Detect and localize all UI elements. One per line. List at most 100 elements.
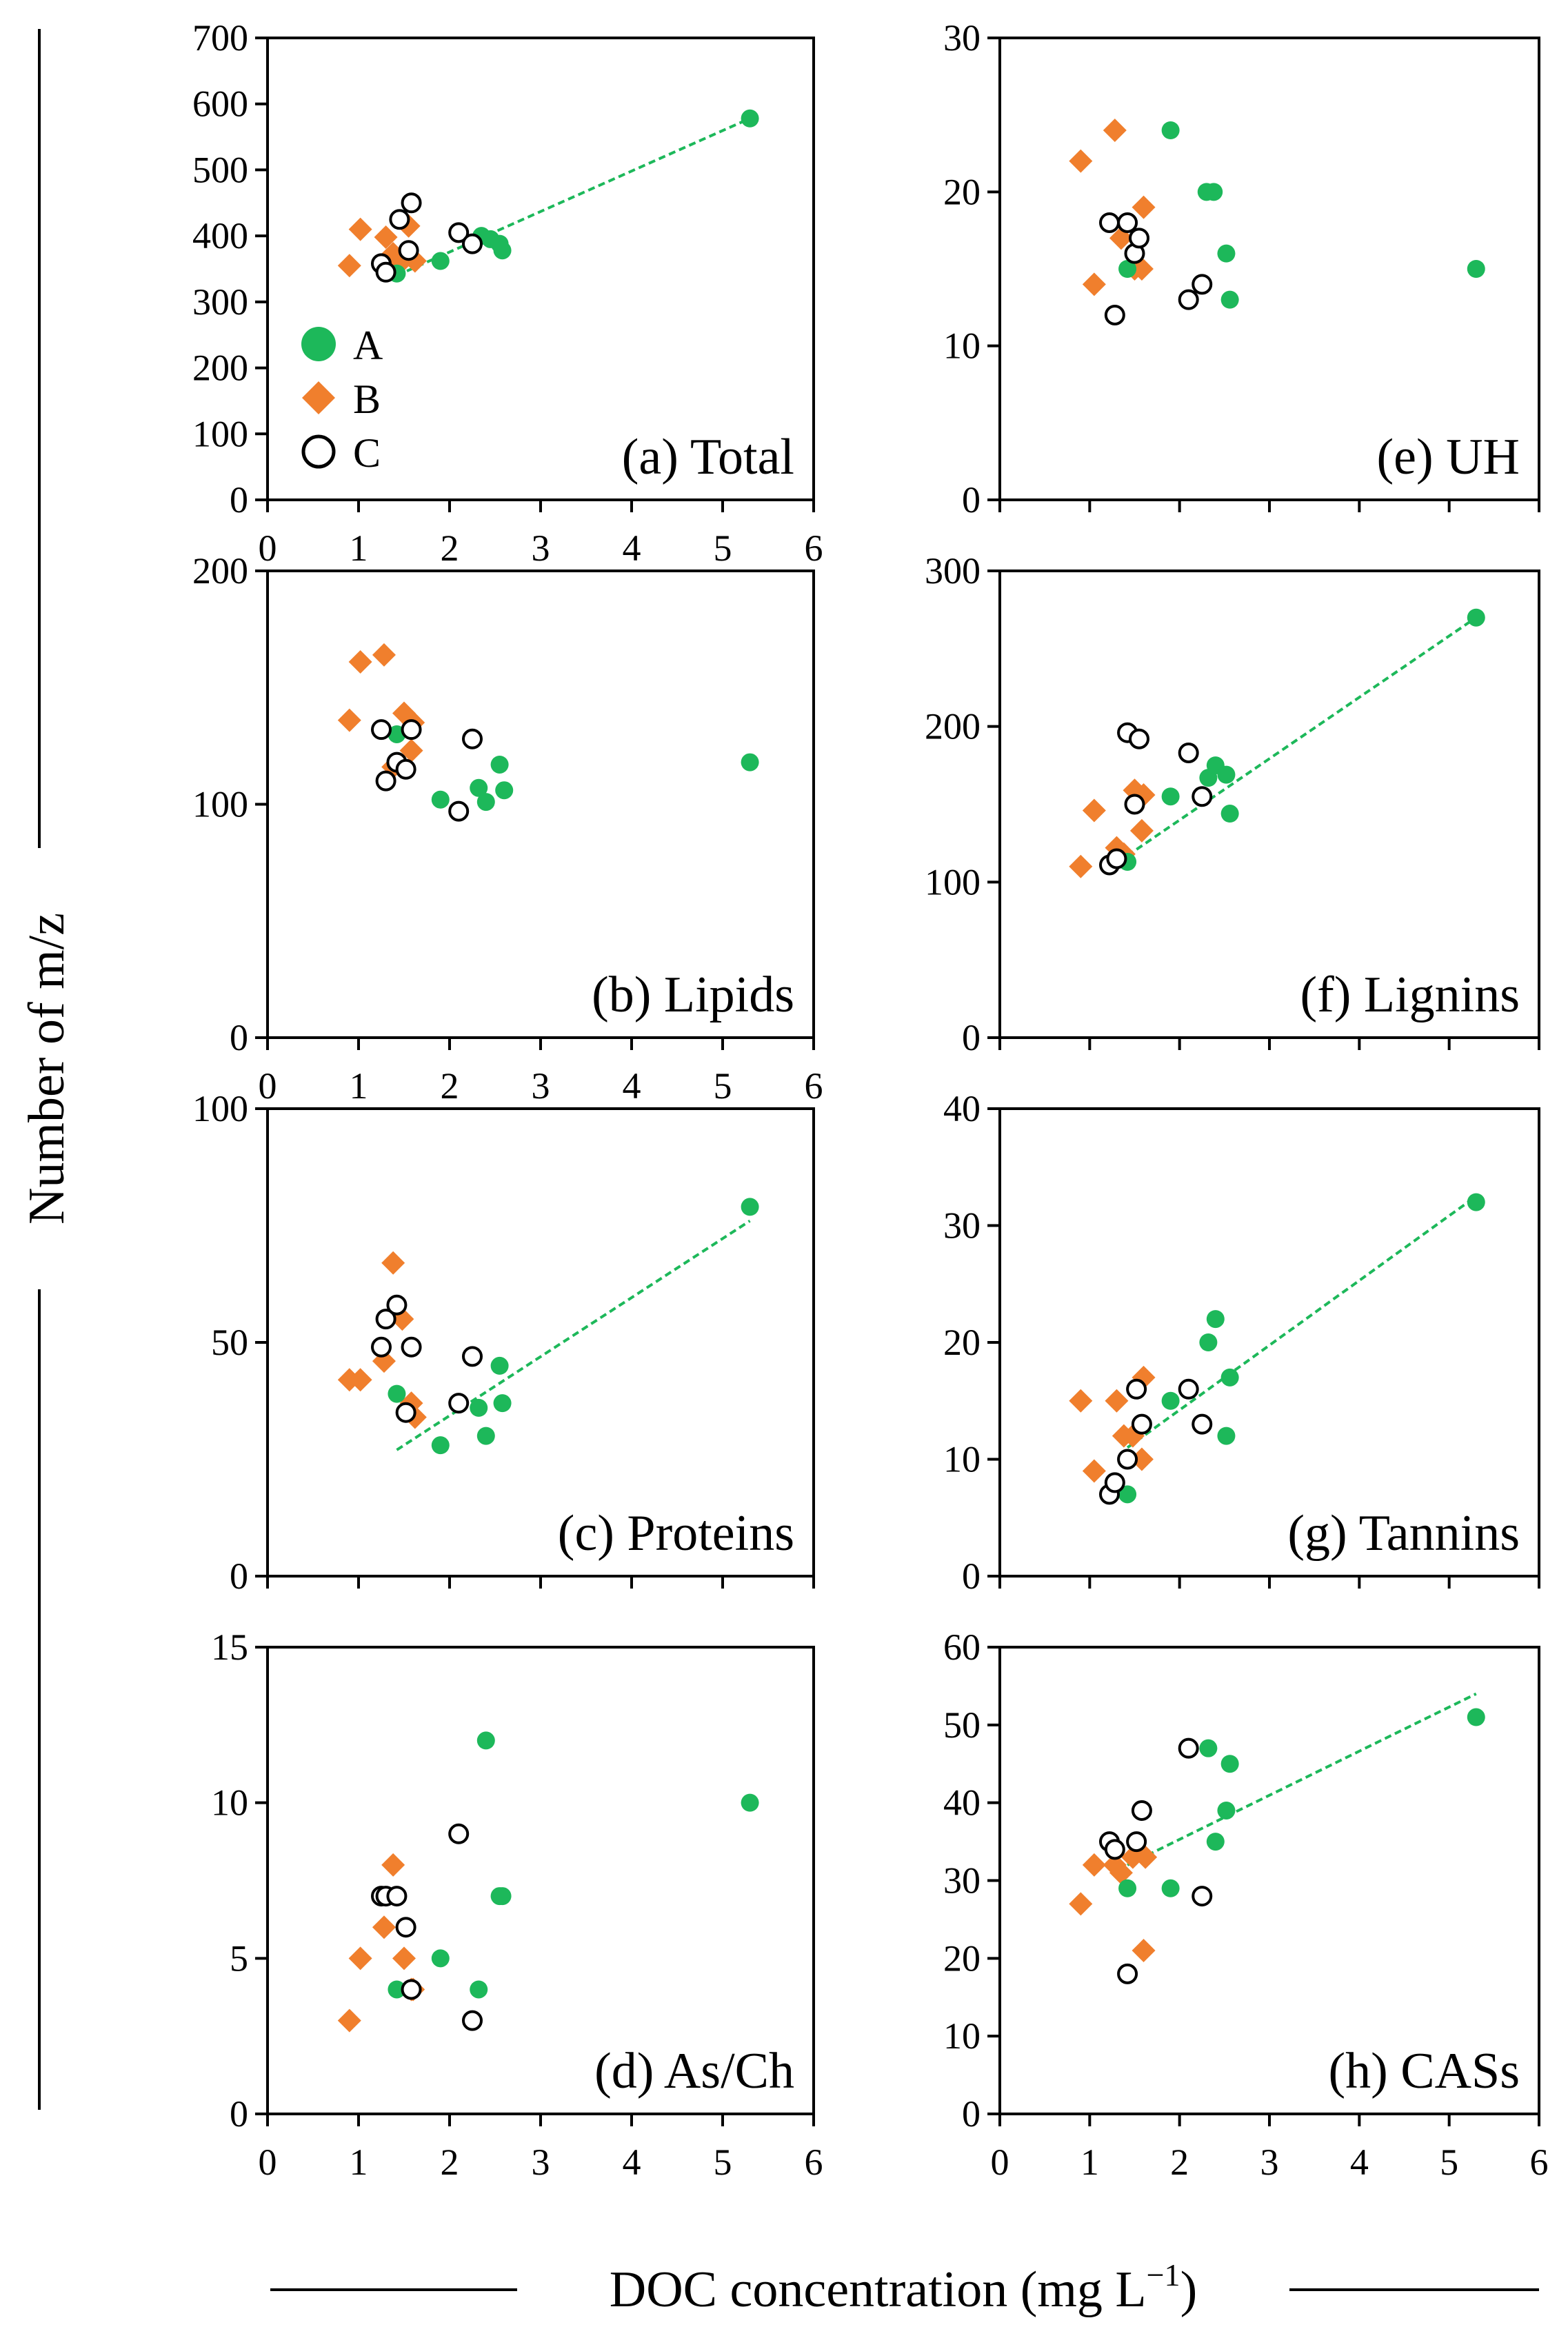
total-xtick-label: 5 xyxy=(714,527,732,569)
lipids-point-a xyxy=(741,753,759,772)
as-ch-point-c xyxy=(401,1979,422,2000)
as-ch-xtick-label: 0 xyxy=(259,2142,277,2183)
panel-total: 0 100 200 300 400 500 600 700 0 1 2 3 4 5 6 (a) Total xyxy=(192,17,823,569)
uh-panel-title: (e) UH xyxy=(1376,429,1520,485)
as-ch-xtick-label: 1 xyxy=(350,2142,368,2183)
uh-ytick-label: 10 xyxy=(943,325,981,367)
uh-point-a xyxy=(1205,183,1223,201)
legend-label-b: B xyxy=(353,376,381,422)
panel-as-ch: 0 5 10 15 0 1 2 3 4 5 6 (d) As/Ch xyxy=(211,1626,823,2183)
x-axis-label: DOC concentration (mg L−1) xyxy=(610,2257,1197,2318)
proteins-point-b xyxy=(348,1368,372,1392)
cass-xtick-label: 4 xyxy=(1350,2142,1369,2183)
lipids-point-a xyxy=(490,755,509,774)
cass-point-b xyxy=(1082,1853,1106,1877)
cass-point-c xyxy=(1126,1831,1147,1853)
lignins-ytick-label: 200 xyxy=(925,706,981,747)
legend-label-c: C xyxy=(353,430,381,476)
tannins-ytick-label: 20 xyxy=(943,1322,981,1363)
x-axis-label-close: ) xyxy=(1180,2261,1198,2318)
as-ch-point-b xyxy=(392,1946,416,1971)
total-xtick-label: 2 xyxy=(441,527,459,569)
cass-xtick-label: 3 xyxy=(1260,2142,1279,2183)
tannins-point-a xyxy=(1199,1333,1218,1351)
as-ch-point-a xyxy=(741,1793,759,1812)
proteins-ytick-label: 100 xyxy=(192,1088,248,1129)
tannins-point-a xyxy=(1220,1368,1239,1387)
uh-point-a xyxy=(1118,260,1137,278)
total-point-c xyxy=(375,261,396,283)
as-ch-ytick-label: 15 xyxy=(211,1626,248,1668)
tannins-point-a xyxy=(1118,1485,1137,1504)
as-ch-xtick-label: 4 xyxy=(623,2142,641,2183)
total-point-a xyxy=(741,109,759,128)
cass-ytick-label: 20 xyxy=(943,1937,981,1979)
total-xtick-label: 4 xyxy=(623,527,641,569)
lipids-point-c xyxy=(462,728,483,749)
cass-xtick-label: 1 xyxy=(1080,2142,1099,2183)
as-ch-point-c xyxy=(462,2010,483,2031)
legend: A B C xyxy=(301,323,383,476)
cass-xtick-label: 5 xyxy=(1440,2142,1458,2183)
as-ch-point-c xyxy=(448,1823,470,1844)
lipids-xtick-label: 5 xyxy=(714,1065,732,1107)
proteins-panel-title: (c) Proteins xyxy=(558,1505,794,1562)
lipids-ytick-label: 100 xyxy=(192,784,248,825)
total-xtick-label: 6 xyxy=(805,527,823,569)
as-ch-point-a xyxy=(388,1980,406,1999)
total-ytick-label: 0 xyxy=(230,479,248,521)
proteins-point-c xyxy=(401,1336,422,1358)
cass-point-b xyxy=(1109,1861,1133,1885)
uh-point-c xyxy=(1129,228,1150,249)
cass-point-a xyxy=(1199,1739,1218,1757)
uh-point-b xyxy=(1103,119,1127,142)
proteins-point-c xyxy=(375,1309,396,1330)
tannins-point-c xyxy=(1104,1472,1125,1493)
lipids-point-a xyxy=(431,790,450,809)
legend-marker-a xyxy=(301,327,336,361)
legend-entry-a: A xyxy=(301,323,383,368)
uh-point-c xyxy=(1192,274,1213,295)
panel-lignins: 0 100 200 300 (f) Lignins xyxy=(925,550,1540,1058)
total-ytick-label: 200 xyxy=(192,347,248,389)
proteins-point-a xyxy=(476,1427,495,1445)
x-axis-label-main: DOC concentration (mg L xyxy=(610,2261,1147,2318)
lipids-point-b xyxy=(372,643,396,667)
proteins-point-c xyxy=(448,1393,470,1414)
tannins-point-b xyxy=(1082,1459,1106,1483)
legend-entry-c: C xyxy=(301,430,381,476)
cass-ytick-label: 10 xyxy=(943,2015,981,2057)
tannins-point-a xyxy=(1206,1310,1225,1329)
cass-point-c xyxy=(1117,1963,1138,1984)
cass-point-a xyxy=(1220,1755,1239,1773)
cass-panel-title: (h) CASs xyxy=(1328,2043,1520,2099)
cass-point-a xyxy=(1217,1801,1236,1820)
total-point-b xyxy=(348,217,372,241)
tannins-ytick-label: 40 xyxy=(943,1088,981,1129)
as-ch-ytick-label: 10 xyxy=(211,1782,248,1824)
tannins-point-b xyxy=(1105,1389,1129,1413)
lignins-point-c xyxy=(1106,848,1127,869)
uh-point-c xyxy=(1178,289,1199,310)
as-ch-point-a xyxy=(470,1980,488,1999)
lignins-ytick-label: 100 xyxy=(925,861,981,903)
cass-point-a xyxy=(1206,1833,1225,1851)
cass-point-a xyxy=(1467,1708,1485,1726)
panel-proteins: 0 50 100 (c) Proteins xyxy=(192,1088,815,1597)
cass-point-c xyxy=(1104,1839,1125,1860)
total-trendline xyxy=(396,117,751,277)
proteins-point-a xyxy=(431,1436,450,1455)
as-ch-panel-title: (d) As/Ch xyxy=(594,2043,794,2099)
lipids-ytick-label: 0 xyxy=(230,1017,248,1058)
as-ch-point-a xyxy=(476,1731,495,1750)
lignins-point-a xyxy=(1217,765,1236,784)
lipids-point-c xyxy=(401,719,422,740)
cass-xtick-label: 2 xyxy=(1170,2142,1189,2183)
cass-ytick-label: 30 xyxy=(943,1860,981,1902)
total-point-c xyxy=(389,209,410,230)
lipids-xtick-label: 4 xyxy=(623,1065,641,1107)
lipids-point-c xyxy=(395,758,416,780)
tannins-trendline xyxy=(1126,1195,1477,1449)
uh-point-c xyxy=(1117,212,1138,233)
